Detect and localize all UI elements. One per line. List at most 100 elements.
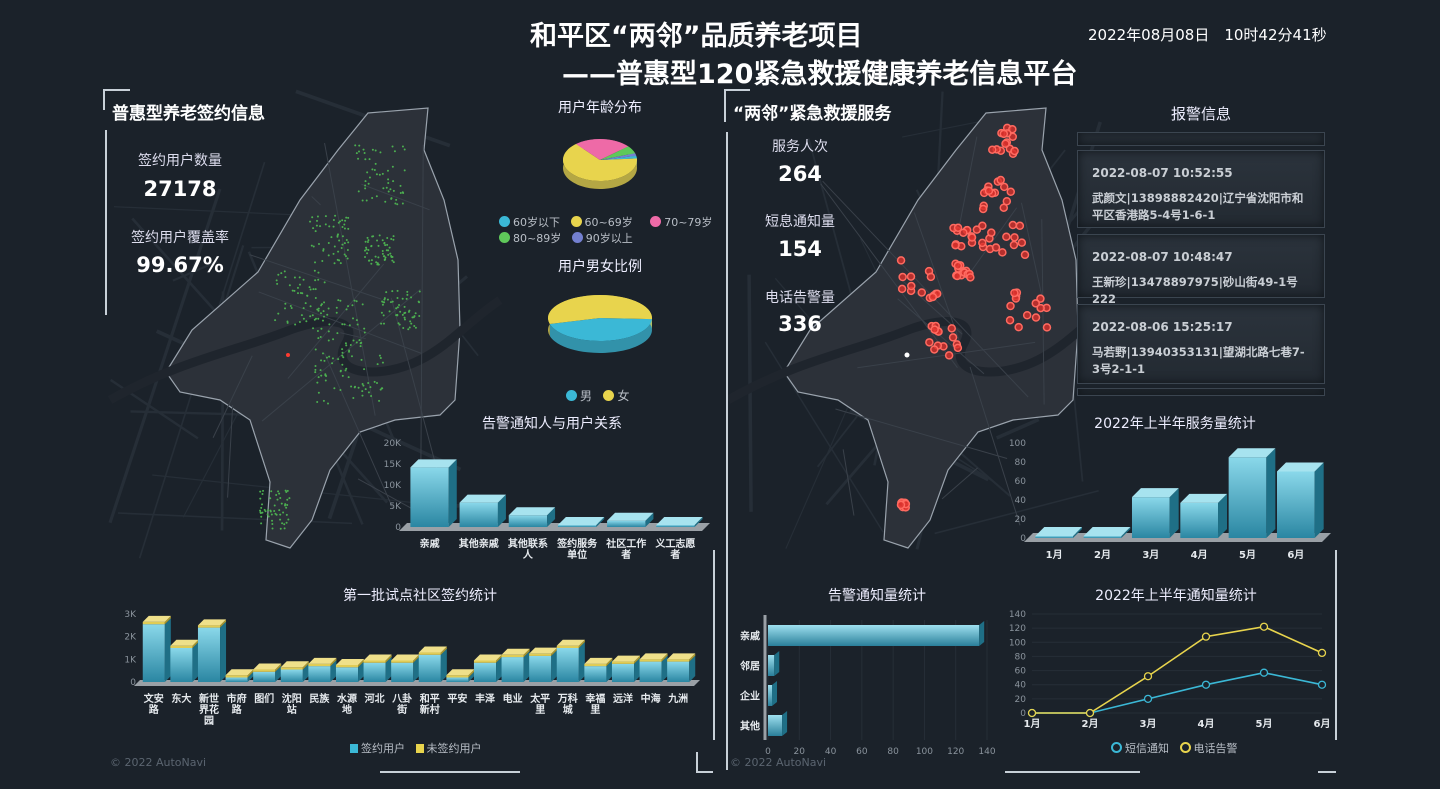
map-marker — [339, 220, 342, 223]
map-marker — [328, 323, 331, 326]
map-marker — [365, 246, 368, 249]
map-marker — [1001, 139, 1010, 148]
map-marker — [337, 221, 340, 224]
map-marker — [327, 402, 330, 405]
map-marker — [1014, 322, 1023, 332]
map-marker — [361, 303, 364, 306]
map-marker — [293, 289, 296, 292]
map-marker — [360, 341, 363, 344]
map-marker — [377, 256, 380, 259]
alarm-card[interactable]: 2022-08-07 10:52:55 武颜文|13898882420|辽宁省沈阳… — [1077, 150, 1325, 228]
page-title: 和平区“两邻”品质养老项目 — [530, 21, 863, 52]
legend-item[interactable]: 电话告警 — [1179, 742, 1238, 755]
map-marker — [344, 219, 347, 222]
legend-item[interactable]: 未签约用户 — [415, 742, 482, 755]
map-marker — [333, 245, 336, 248]
map-marker — [308, 286, 311, 289]
map-marker — [314, 368, 317, 371]
legend-item[interactable]: 90岁以上 — [571, 232, 633, 245]
map-marker — [314, 371, 317, 374]
map-marker — [381, 239, 384, 242]
map-marker — [322, 249, 325, 252]
map-marker — [389, 252, 392, 255]
map-marker — [334, 214, 337, 217]
map-marker — [320, 327, 323, 330]
legend-item[interactable]: 80~89岁 — [499, 232, 561, 245]
map-marker — [978, 221, 987, 230]
map-marker — [343, 223, 346, 226]
map-marker — [343, 242, 346, 245]
map-marker — [296, 286, 299, 289]
map-marker — [959, 228, 968, 237]
map-marker — [324, 379, 327, 382]
map-marker — [390, 197, 393, 200]
map-marker — [397, 322, 400, 325]
map-marker — [259, 490, 262, 493]
map-marker — [382, 314, 385, 317]
map-marker — [339, 299, 342, 302]
map-marker — [371, 148, 374, 151]
map-marker — [366, 241, 369, 244]
map-marker — [370, 259, 373, 262]
map-marker — [302, 278, 305, 281]
map-street — [261, 288, 421, 422]
map-marker — [365, 199, 368, 202]
legend-item[interactable]: 男 — [566, 389, 592, 403]
map-marker — [395, 314, 398, 317]
legend-item[interactable]: 签约用户 — [350, 742, 405, 755]
map-marker — [296, 292, 299, 295]
map-marker — [379, 151, 382, 154]
map-marker — [386, 236, 389, 239]
map-marker — [372, 235, 375, 238]
alarm-time: 2022-08-07 10:48:47 — [1092, 250, 1233, 264]
map-marker — [364, 158, 367, 161]
map-marker — [930, 345, 939, 354]
map-marker — [261, 503, 264, 506]
map-marker — [384, 258, 387, 261]
map-marker — [352, 339, 355, 342]
map-marker — [319, 336, 322, 339]
map-marker — [991, 243, 1001, 252]
map-marker — [381, 252, 384, 255]
map-marker — [341, 225, 344, 228]
legend-item[interactable]: 短信通知 — [1111, 742, 1169, 755]
map-marker — [347, 216, 350, 219]
map-marker — [317, 271, 320, 274]
legend-item[interactable]: 女 — [603, 389, 629, 403]
map-marker — [367, 239, 370, 242]
map-marker — [274, 512, 277, 515]
map-marker — [413, 315, 416, 318]
map-marker — [324, 215, 327, 218]
chart-title-community: 第一批试点社区签约统计 — [343, 588, 497, 604]
stat-label: 服务人次 — [772, 139, 828, 155]
map-marker — [364, 187, 367, 190]
map-marker — [392, 261, 395, 264]
map-marker — [338, 259, 341, 262]
legend-item[interactable]: 60岁以下 — [499, 216, 560, 229]
map-marker — [324, 374, 327, 377]
map-marker — [345, 308, 348, 311]
map-marker — [269, 497, 272, 500]
map-marker — [286, 503, 289, 506]
map-marker — [418, 314, 421, 317]
legend-item[interactable]: 60~69岁 — [570, 216, 633, 229]
map-marker — [333, 262, 336, 265]
map-marker — [327, 254, 330, 257]
map-marker — [312, 227, 315, 230]
left-section-title: 普惠型养老签约信息 — [112, 104, 265, 124]
legend-item[interactable]: 70~79岁 — [650, 216, 712, 229]
map-marker — [389, 188, 392, 191]
map-marker — [967, 233, 977, 242]
map-marker — [270, 490, 273, 493]
alarm-card[interactable]: 2022-08-07 10:48:47 王新珍|13478897975|砂山街49… — [1077, 234, 1325, 306]
alarm-card[interactable]: 2022-08-06 15:25:17 马若野|13940353131|望湖北路七… — [1077, 304, 1325, 384]
map-marker — [284, 302, 287, 305]
map-marker — [336, 332, 339, 335]
map-marker — [345, 216, 348, 219]
map-marker — [418, 290, 421, 293]
map-marker — [299, 292, 302, 295]
map-marker — [341, 374, 344, 377]
map-marker — [948, 333, 958, 342]
map-marker — [290, 307, 293, 310]
